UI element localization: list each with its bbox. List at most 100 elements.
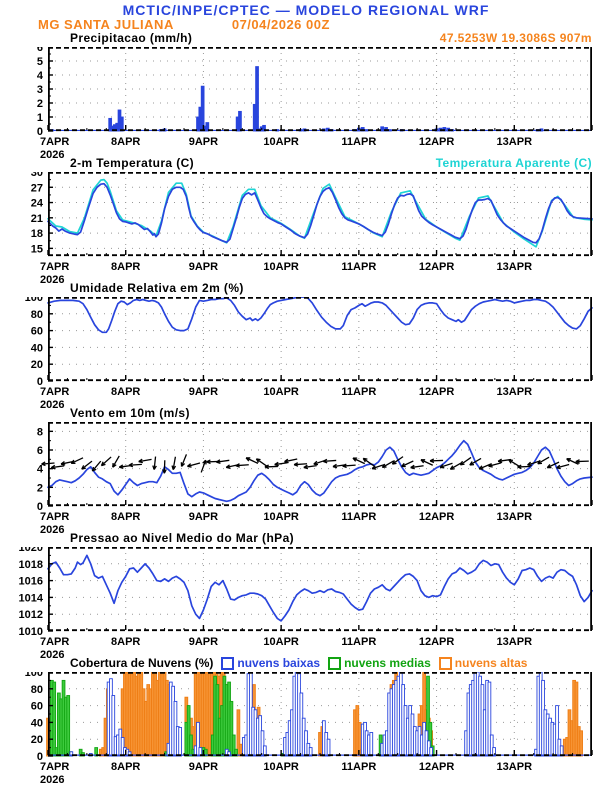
svg-text:7APR: 7APR xyxy=(40,386,69,398)
svg-text:1012: 1012 xyxy=(19,609,43,621)
svg-text:40: 40 xyxy=(31,717,43,729)
svg-text:7APR: 7APR xyxy=(40,261,69,273)
svg-text:2026: 2026 xyxy=(40,149,64,161)
svg-text:1016: 1016 xyxy=(19,576,43,588)
nuvens-altas-swatch-icon xyxy=(438,656,452,670)
svg-text:9APR: 9APR xyxy=(189,636,218,648)
cloud-cover-title: Cobertura de Nuvens (%) xyxy=(70,656,214,670)
svg-text:21: 21 xyxy=(31,213,43,225)
svg-text:1020: 1020 xyxy=(19,547,43,554)
svg-text:0: 0 xyxy=(37,751,43,763)
svg-text:12APR: 12APR xyxy=(419,386,455,398)
svg-text:11APR: 11APR xyxy=(341,136,376,148)
header-subline: MG SANTA JULIANA 07/04/2026 00Z xyxy=(38,17,330,32)
svg-text:1014: 1014 xyxy=(19,592,44,604)
svg-text:11APR: 11APR xyxy=(341,261,376,273)
svg-text:7APR: 7APR xyxy=(40,636,69,648)
svg-text:30: 30 xyxy=(31,172,43,179)
precipitation-title: Precipitacao (mm/h) xyxy=(70,31,193,45)
svg-text:13APR: 13APR xyxy=(497,636,533,648)
svg-text:0: 0 xyxy=(37,376,43,388)
location-label: 47.5253W 19.3086S 907m xyxy=(439,31,592,45)
svg-text:60: 60 xyxy=(31,326,43,338)
svg-text:9APR: 9APR xyxy=(189,261,218,273)
temperature-chart: 15 18 21 24 27 30 7APR 8APR 9APR 10APR 11APR 12APR 1… xyxy=(31,172,593,286)
svg-text:60: 60 xyxy=(31,701,43,713)
svg-text:10APR: 10APR xyxy=(263,511,299,523)
svg-text:80: 80 xyxy=(31,684,43,696)
svg-text:40: 40 xyxy=(31,342,43,354)
svg-text:12APR: 12APR xyxy=(419,511,455,523)
svg-text:80: 80 xyxy=(31,309,43,321)
svg-text:12APR: 12APR xyxy=(419,261,455,273)
svg-text:27: 27 xyxy=(31,182,43,194)
svg-text:3: 3 xyxy=(37,84,43,96)
svg-text:8APR: 8APR xyxy=(111,636,140,648)
svg-text:13APR: 13APR xyxy=(497,386,533,398)
svg-text:10APR: 10APR xyxy=(263,761,299,773)
svg-text:11APR: 11APR xyxy=(341,761,376,773)
svg-text:100: 100 xyxy=(25,297,43,304)
svg-text:11APR: 11APR xyxy=(341,511,376,523)
svg-text:2026: 2026 xyxy=(40,649,64,661)
svg-text:20: 20 xyxy=(31,359,43,371)
svg-text:12APR: 12APR xyxy=(419,636,455,648)
svg-text:10APR: 10APR xyxy=(263,636,299,648)
svg-text:10APR: 10APR xyxy=(263,386,299,398)
svg-text:8APR: 8APR xyxy=(111,386,140,398)
svg-text:20: 20 xyxy=(31,734,43,746)
svg-text:1018: 1018 xyxy=(19,559,43,571)
station-label: MG SANTA JULIANA xyxy=(38,17,174,32)
svg-text:13APR: 13APR xyxy=(497,761,533,773)
svg-text:7APR: 7APR xyxy=(40,511,69,523)
svg-text:10APR: 10APR xyxy=(263,136,299,148)
svg-text:0: 0 xyxy=(37,501,43,513)
svg-text:7APR: 7APR xyxy=(40,136,69,148)
nuvens-baixas-label: nuvens baixas xyxy=(237,656,321,670)
svg-text:13APR: 13APR xyxy=(497,136,533,148)
svg-text:6: 6 xyxy=(37,47,43,54)
svg-text:9APR: 9APR xyxy=(189,136,218,148)
svg-text:11APR: 11APR xyxy=(341,386,376,398)
svg-text:12APR: 12APR xyxy=(419,761,455,773)
run-datetime-label: 07/04/2026 00Z xyxy=(231,17,330,32)
wind-title: Vento em 10m (m/s) xyxy=(70,406,190,420)
wind-chart: 0 2 4 6 8 7APR 8APR 9APR 10APR 11APR 12APR 13APR 202… xyxy=(37,422,593,536)
nuvens-baixas-swatch-icon xyxy=(221,656,235,670)
svg-text:8: 8 xyxy=(37,426,43,438)
legend-nuvens-altas: nuvens altas xyxy=(438,656,527,670)
svg-text:8APR: 8APR xyxy=(111,261,140,273)
humidity-title: Umidade Relativa em 2m (%) xyxy=(70,281,244,295)
svg-text:4: 4 xyxy=(37,464,44,476)
page-title: MCTIC/INPE/CPTEC — MODELO REGIONAL WRF xyxy=(122,2,490,18)
svg-text:2026: 2026 xyxy=(40,274,64,286)
svg-text:7APR: 7APR xyxy=(40,761,69,773)
svg-text:8APR: 8APR xyxy=(111,761,140,773)
humidity-chart: 0 20 40 60 80 100 7APR 8APR 9APR 10APR 11APR 12APR 1… xyxy=(25,297,593,411)
nuvens-medias-label: nuvens medias xyxy=(344,656,431,670)
svg-text:4: 4 xyxy=(37,70,44,82)
apparent-temperature-label: Temperatura Aparente (C) xyxy=(435,156,592,170)
svg-text:1: 1 xyxy=(37,112,43,124)
svg-text:13APR: 13APR xyxy=(497,261,533,273)
svg-text:0: 0 xyxy=(37,126,43,138)
svg-text:2: 2 xyxy=(37,98,43,110)
svg-text:11APR: 11APR xyxy=(341,636,376,648)
svg-text:12APR: 12APR xyxy=(419,136,455,148)
svg-text:2: 2 xyxy=(37,482,43,494)
svg-text:18: 18 xyxy=(31,228,43,240)
nuvens-medias-swatch-icon xyxy=(328,656,342,670)
svg-text:9APR: 9APR xyxy=(189,386,218,398)
svg-text:9APR: 9APR xyxy=(189,511,218,523)
legend-nuvens-medias: nuvens medias xyxy=(328,656,431,670)
svg-text:6: 6 xyxy=(37,445,43,457)
svg-text:10APR: 10APR xyxy=(263,261,299,273)
svg-text:8APR: 8APR xyxy=(111,511,140,523)
svg-text:5: 5 xyxy=(37,56,43,68)
svg-text:100: 100 xyxy=(25,672,43,679)
temperature-title: 2-m Temperatura (C) xyxy=(70,156,195,170)
svg-text:1010: 1010 xyxy=(19,626,43,638)
svg-text:15: 15 xyxy=(31,243,43,255)
pressure-chart: 1010 1012 1014 1016 1018 1020 7APR 8APR 9APR 10AP… xyxy=(19,547,593,661)
